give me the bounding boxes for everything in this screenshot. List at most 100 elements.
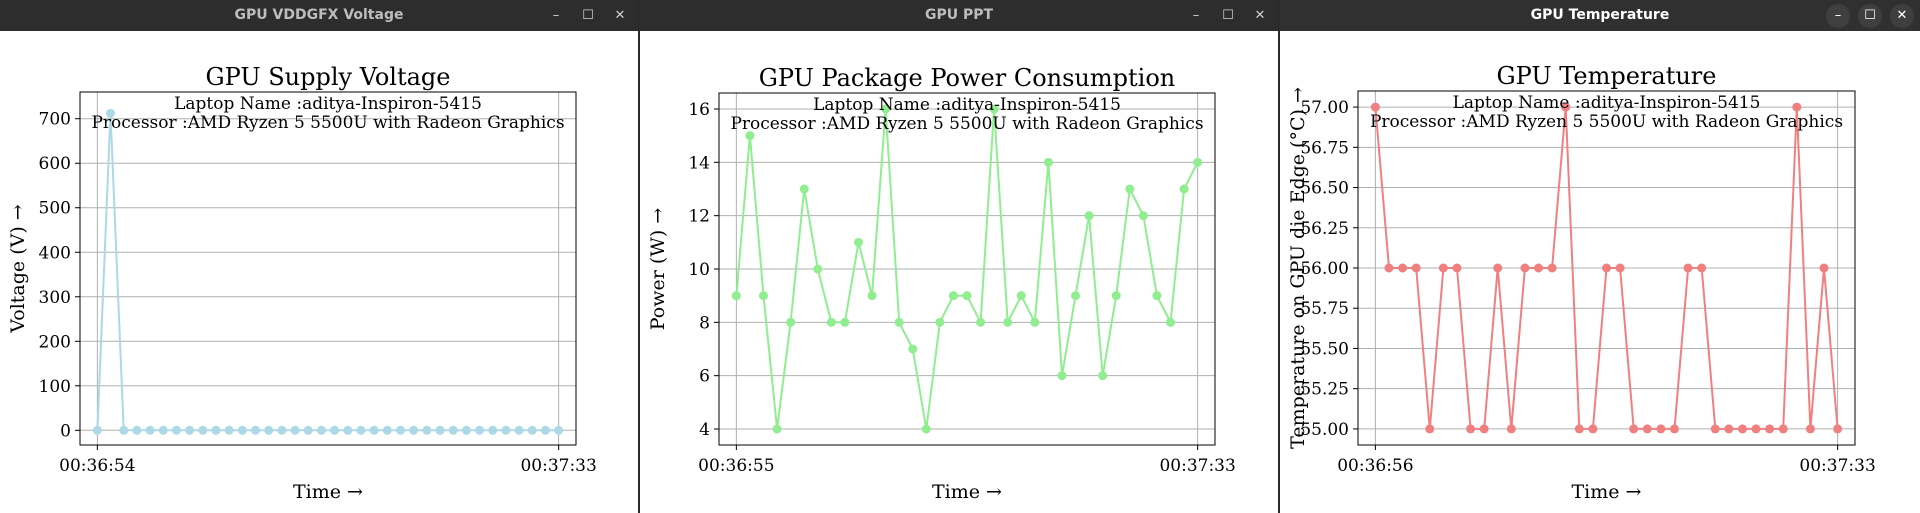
x-tick-label: 00:37:33 bbox=[520, 456, 596, 476]
data-point bbox=[908, 344, 918, 354]
data-point bbox=[330, 425, 340, 435]
data-point bbox=[1425, 424, 1435, 434]
data-point bbox=[853, 237, 863, 247]
data-point bbox=[1179, 184, 1189, 194]
voltage-chart: 0 100 200 300 400 500 600 700 00:36:54 00:37:33 La… bbox=[7, 63, 597, 503]
data-point bbox=[1724, 424, 1734, 434]
voltage-chart-area: 0 100 200 300 400 500 600 700 00:36:54 00:37:33 La… bbox=[0, 31, 638, 513]
maximize-button[interactable]: ☐ bbox=[1222, 8, 1234, 23]
data-point bbox=[171, 425, 181, 435]
data-point bbox=[935, 317, 945, 327]
voltage-window: GPU VDDGFX Voltage – ☐ ✕ 0 100 200 300 400 50… bbox=[0, 0, 638, 513]
data-point bbox=[1656, 424, 1666, 434]
data-point bbox=[1016, 291, 1026, 301]
data-point bbox=[1125, 184, 1135, 194]
x-tick-label: 00:37:33 bbox=[1159, 456, 1235, 476]
data-point bbox=[1398, 263, 1408, 273]
y-tick-label: 14 bbox=[688, 153, 710, 173]
data-point bbox=[1778, 424, 1788, 434]
y-axis-label: Voltage (V) → bbox=[7, 204, 29, 333]
power-window-title: GPU PPT bbox=[924, 7, 994, 23]
data-point bbox=[369, 425, 379, 435]
data-point bbox=[1588, 424, 1598, 434]
minimize-button[interactable]: – bbox=[1192, 8, 1200, 23]
data-point bbox=[948, 291, 958, 301]
data-point bbox=[976, 317, 986, 327]
data-point bbox=[1805, 424, 1815, 434]
data-point bbox=[1506, 424, 1516, 434]
data-point bbox=[461, 425, 471, 435]
y-tick-label: 300 bbox=[39, 288, 71, 308]
close-button[interactable]: ✕ bbox=[1890, 3, 1914, 28]
temperature-window-title: GPU Temperature bbox=[1530, 7, 1670, 23]
data-point bbox=[264, 425, 274, 435]
x-tick-label: 00:36:54 bbox=[59, 456, 135, 476]
data-point bbox=[786, 317, 796, 327]
data-point bbox=[1765, 424, 1775, 434]
y-tick-label: 6 bbox=[699, 367, 710, 387]
annotation-text: Processor :AMD Ryzen 5 5500U with Radeon… bbox=[1370, 112, 1843, 132]
close-button[interactable]: ✕ bbox=[1254, 8, 1266, 23]
x-axis-label: Time → bbox=[293, 481, 363, 503]
minimize-button[interactable]: – bbox=[1826, 3, 1850, 28]
data-point bbox=[356, 425, 366, 435]
data-point bbox=[1629, 424, 1639, 434]
minimize-button[interactable]: – bbox=[552, 8, 560, 23]
voltage-window-titlebar[interactable]: GPU VDDGFX Voltage – ☐ ✕ bbox=[0, 0, 638, 31]
y-tick-label: 0 bbox=[60, 421, 71, 441]
data-point bbox=[1493, 263, 1503, 273]
data-point bbox=[1574, 424, 1584, 434]
data-point bbox=[501, 425, 511, 435]
y-tick-label: 10 bbox=[688, 260, 710, 280]
data-point bbox=[211, 425, 221, 435]
y-tick-label: 56.25 bbox=[1300, 219, 1349, 239]
y-axis-label: Power (W) → bbox=[647, 208, 669, 330]
data-point bbox=[840, 317, 850, 327]
data-point bbox=[799, 184, 809, 194]
data-point bbox=[185, 425, 195, 435]
data-point bbox=[758, 291, 768, 301]
data-point bbox=[1602, 263, 1611, 273]
annotation-text: Processor :AMD Ryzen 5 5500U with Radeon… bbox=[91, 113, 564, 133]
data-point bbox=[1030, 317, 1040, 327]
data-point bbox=[251, 425, 261, 435]
data-point bbox=[224, 425, 234, 435]
maximize-button[interactable]: ☐ bbox=[582, 8, 594, 23]
data-point bbox=[813, 264, 823, 274]
x-tick-label: 00:37:33 bbox=[1799, 456, 1875, 476]
data-point bbox=[475, 425, 485, 435]
data-point bbox=[514, 425, 524, 435]
data-point bbox=[1166, 317, 1176, 327]
data-point bbox=[921, 424, 931, 434]
data-point bbox=[1084, 211, 1094, 221]
data-point bbox=[962, 291, 972, 301]
close-button[interactable]: ✕ bbox=[614, 8, 626, 23]
y-tick-label: 55.00 bbox=[1300, 420, 1349, 440]
data-point bbox=[1669, 424, 1679, 434]
data-point bbox=[826, 317, 836, 327]
data-point bbox=[343, 425, 353, 435]
data-point bbox=[1003, 317, 1013, 327]
data-point bbox=[894, 317, 904, 327]
y-tick-label: 500 bbox=[39, 199, 71, 219]
chart-title: GPU Package Power Consumption bbox=[759, 64, 1175, 92]
data-point bbox=[1697, 263, 1707, 273]
data-point bbox=[772, 424, 782, 434]
y-tick-label: 55.50 bbox=[1300, 339, 1349, 359]
data-point bbox=[1466, 424, 1476, 434]
annotation-text: Processor :AMD Ryzen 5 5500U with Radeon… bbox=[730, 114, 1203, 134]
data-point bbox=[1452, 263, 1462, 273]
power-chart-area: 4 6 8 10 12 14 16 00:36:55 00:37:33 Laptop Name :… bbox=[640, 31, 1278, 513]
y-tick-label: 55.25 bbox=[1300, 380, 1349, 400]
data-point bbox=[1043, 157, 1053, 167]
maximize-button[interactable]: ☐ bbox=[1858, 3, 1882, 28]
data-point bbox=[1547, 263, 1557, 273]
data-point bbox=[527, 425, 537, 435]
data-point bbox=[1098, 371, 1108, 381]
y-tick-label: 57.00 bbox=[1300, 98, 1349, 118]
chart-title: GPU Temperature bbox=[1497, 62, 1717, 90]
power-window-titlebar[interactable]: GPU PPT – ☐ ✕ bbox=[640, 0, 1278, 31]
temperature-window-titlebar[interactable]: GPU Temperature – ☐ ✕ bbox=[1280, 0, 1920, 31]
y-tick-label: 700 bbox=[39, 110, 71, 130]
data-point bbox=[435, 425, 445, 435]
